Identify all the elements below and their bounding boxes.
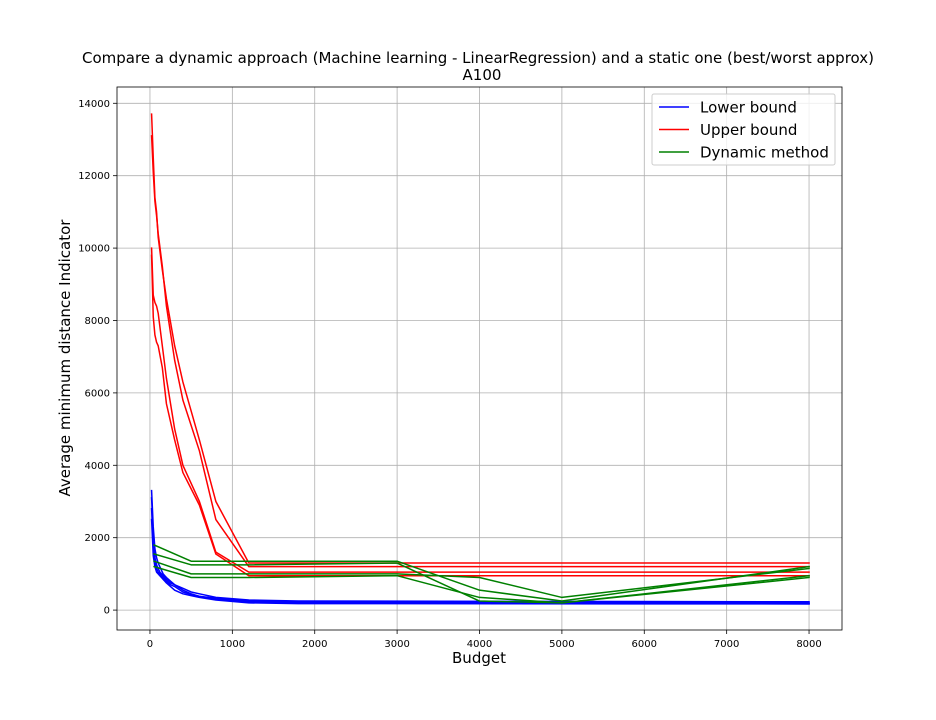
x-tick-label: 0 xyxy=(147,639,153,650)
y-tick-label: 2000 xyxy=(85,533,110,544)
x-tick-label: 3000 xyxy=(384,639,409,650)
y-axis-label: Average minimum distance Indicator xyxy=(56,219,74,497)
plot-area: 0 1000 2000 3000 4000 5000 6000 7000 8000 0 2000 40… xyxy=(78,86,843,650)
axis-ticks: 0 1000 2000 3000 4000 5000 6000 7000 8000 0 2000 40… xyxy=(78,99,822,650)
lower-bound-line xyxy=(150,507,810,604)
y-tick-label: 12000 xyxy=(78,171,110,182)
legend-label-upper-bound: Upper bound xyxy=(700,121,797,139)
x-tick-label: 1000 xyxy=(220,639,245,650)
dynamic-method-line xyxy=(153,560,810,599)
y-tick-label: 8000 xyxy=(85,316,110,327)
x-tick-label: 2000 xyxy=(302,639,327,650)
y-tick-label: 0 xyxy=(104,606,110,617)
dynamic-method-line xyxy=(153,565,810,604)
x-tick-label: 4000 xyxy=(467,639,492,650)
y-tick-label: 6000 xyxy=(85,388,110,399)
chart-subtitle: A100 xyxy=(463,66,502,84)
lower-bound-line xyxy=(150,518,810,605)
upper-bound-line xyxy=(150,135,810,568)
legend-label-lower-bound: Lower bound xyxy=(700,99,797,117)
legend-box xyxy=(651,93,836,166)
x-tick-label: 7000 xyxy=(714,639,739,650)
x-axis-label: Budget xyxy=(452,649,506,667)
x-tick-label: 6000 xyxy=(632,639,657,650)
x-tick-label: 8000 xyxy=(796,639,821,650)
y-tick-label: 4000 xyxy=(85,461,110,472)
legend: Lower bound Upper bound Dynamic method xyxy=(651,93,836,166)
grid-lines xyxy=(117,87,842,630)
x-tick-label: 5000 xyxy=(549,639,574,650)
chart-title: Compare a dynamic approach (Machine lear… xyxy=(82,49,874,67)
dynamic-method-line xyxy=(153,543,810,602)
legend-label-dynamic-method: Dynamic method xyxy=(700,144,829,162)
y-tick-label: 10000 xyxy=(78,244,110,255)
series-lines xyxy=(150,113,810,605)
y-tick-label: 14000 xyxy=(78,99,110,110)
upper-bound-line xyxy=(150,254,810,577)
